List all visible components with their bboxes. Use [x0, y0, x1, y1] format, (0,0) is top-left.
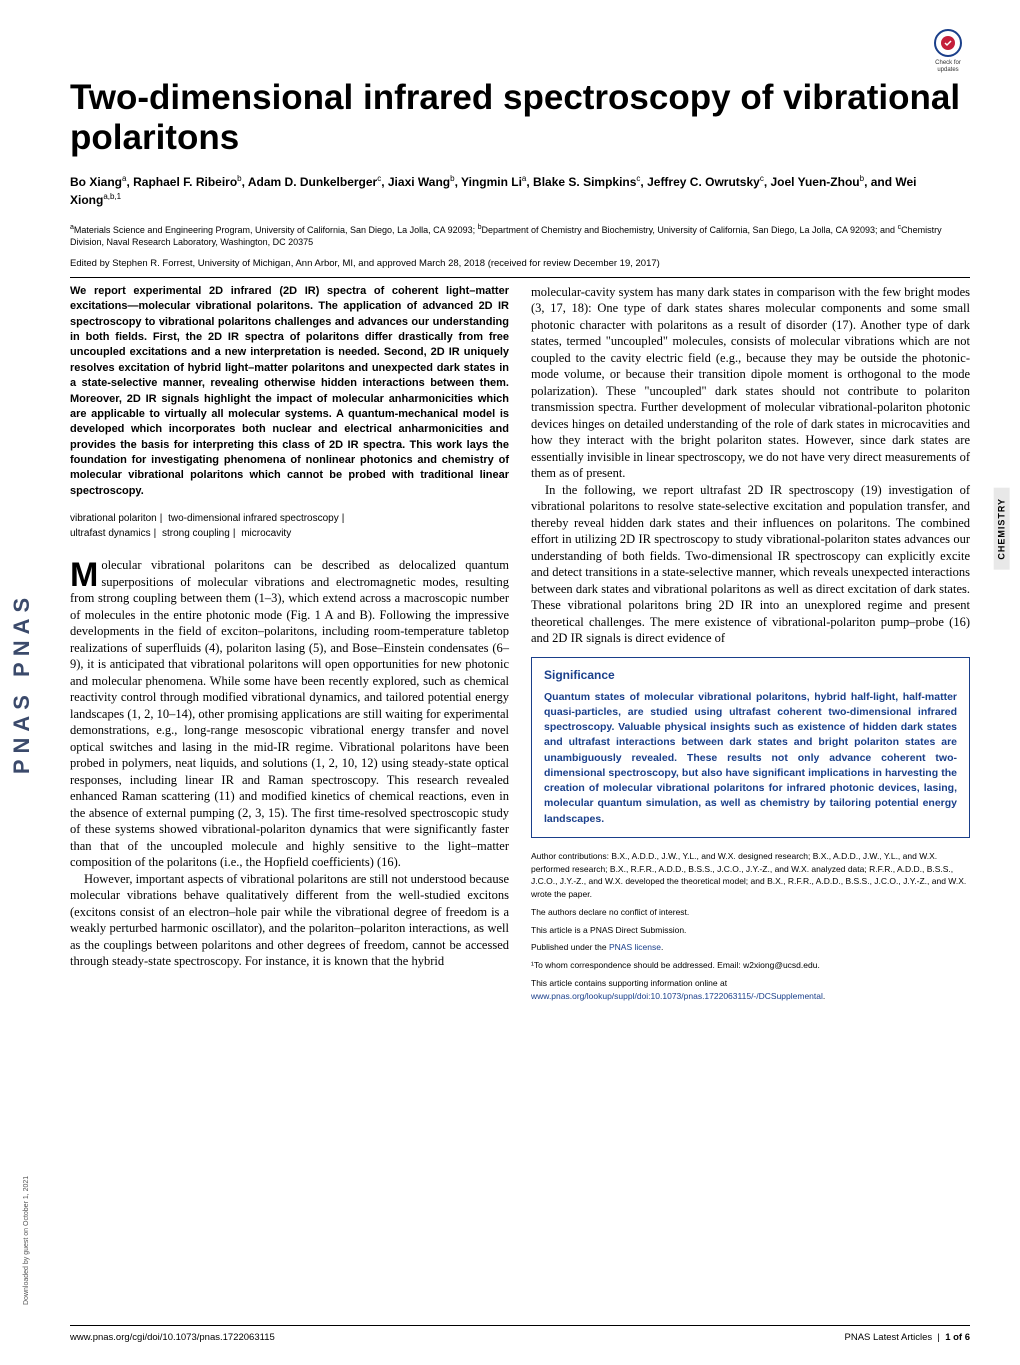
body-paragraph: molecular-cavity system has many dark st…: [531, 284, 970, 482]
keyword: vibrational polariton: [70, 513, 157, 524]
two-column-layout: We report experimental 2D infrared (2D I…: [70, 284, 970, 1007]
pnas-logo: PNAS PNAS: [9, 591, 35, 773]
edited-by: Edited by Stephen R. Forrest, University…: [70, 258, 970, 269]
dropcap: M: [70, 557, 101, 589]
journal-sidebar: PNAS PNAS: [8, 0, 36, 1365]
page-footer: www.pnas.org/cgi/doi/10.1073/pnas.172206…: [70, 1325, 970, 1343]
authors-list: Bo Xianga, Raphael F. Ribeirob, Adam D. …: [70, 173, 970, 209]
footer-page-info: PNAS Latest Articles | 1 of 6: [845, 1332, 971, 1343]
body-text-right: molecular-cavity system has many dark st…: [531, 284, 970, 647]
check-updates-label: Check for updates: [926, 60, 970, 73]
keyword: ultrafast dynamics: [70, 528, 151, 539]
body-paragraph: olecular vibrational polaritons can be d…: [70, 558, 509, 869]
submission-note: This article is a PNAS Direct Submission…: [531, 924, 970, 937]
column-right: molecular-cavity system has many dark st…: [531, 284, 970, 1007]
license-link[interactable]: PNAS license: [609, 942, 661, 952]
body-text-left: Molecular vibrational polaritons can be …: [70, 557, 509, 970]
significance-box: Significance Quantum states of molecular…: [531, 657, 970, 838]
check-updates-icon: [933, 28, 963, 58]
license-line: Published under the PNAS license.: [531, 941, 970, 954]
keywords: vibrational polariton| two-dimensional i…: [70, 511, 509, 541]
keyword: two-dimensional infrared spectroscopy: [168, 513, 339, 524]
keyword: microcavity: [241, 528, 291, 539]
author-contributions: Author contributions: B.X., A.D.D., J.W.…: [531, 850, 970, 901]
keyword: strong coupling: [162, 528, 230, 539]
article-title: Two-dimensional infrared spectroscopy of…: [70, 78, 970, 159]
affiliations: aMaterials Science and Engineering Progr…: [70, 223, 970, 248]
abstract: We report experimental 2D infrared (2D I…: [70, 284, 509, 499]
check-updates-badge[interactable]: Check for updates: [926, 28, 970, 73]
body-paragraph: However, important aspects of vibrationa…: [70, 871, 509, 970]
column-left: We report experimental 2D infrared (2D I…: [70, 284, 509, 1007]
footer-doi: www.pnas.org/cgi/doi/10.1073/pnas.172206…: [70, 1332, 275, 1343]
header-divider: [70, 277, 970, 278]
supplemental-link[interactable]: www.pnas.org/lookup/suppl/doi:10.1073/pn…: [531, 991, 823, 1001]
supplemental-line: This article contains supporting informa…: [531, 977, 970, 1003]
correspondence: ¹To whom correspondence should be addres…: [531, 959, 970, 972]
significance-title: Significance: [544, 668, 957, 682]
significance-text: Quantum states of molecular vibrational …: [544, 690, 957, 827]
page-content: Two-dimensional infrared spectroscopy of…: [70, 0, 970, 1007]
category-label: CHEMISTRY: [994, 488, 1010, 570]
article-metadata: Author contributions: B.X., A.D.D., J.W.…: [531, 850, 970, 1003]
download-note: Downloaded by guest on October 1, 2021: [23, 1176, 30, 1305]
conflict-statement: The authors declare no conflict of inter…: [531, 906, 970, 919]
body-paragraph: In the following, we report ultrafast 2D…: [531, 482, 970, 647]
